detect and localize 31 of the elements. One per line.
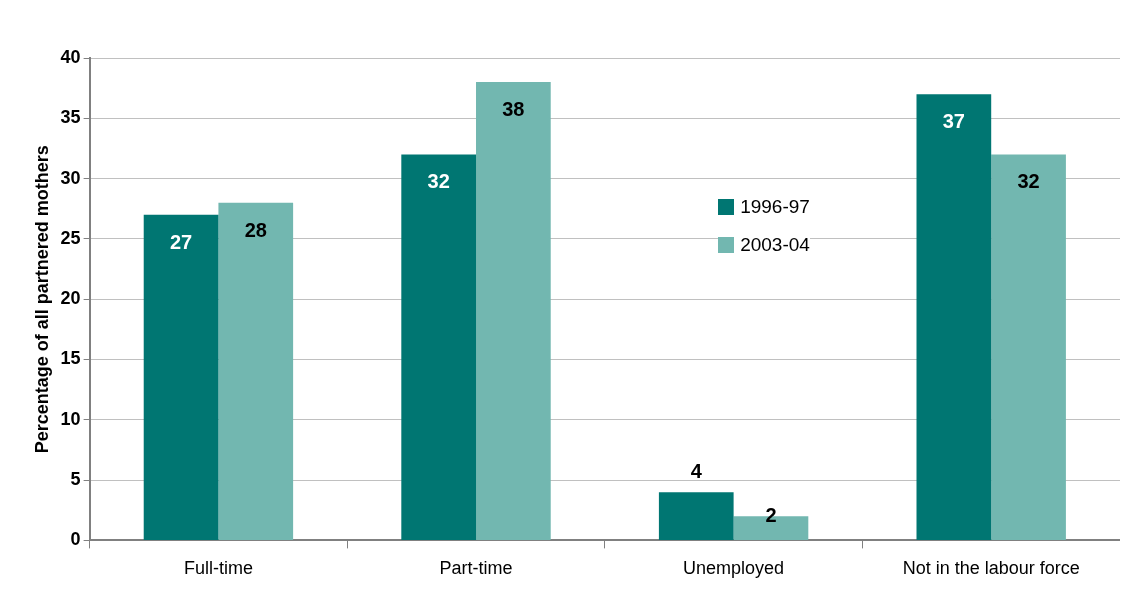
y-tick-label: 20 xyxy=(60,288,81,309)
x-tick-label: Full-time xyxy=(183,558,253,579)
data-label: 32 xyxy=(427,170,450,193)
y-tick-label: 0 xyxy=(70,529,81,550)
data-label: 4 xyxy=(690,460,703,483)
y-tick-label: 30 xyxy=(60,167,81,188)
y-axis-title: Percentage of all partnered mothers xyxy=(31,145,52,454)
x-tick-label: Unemployed xyxy=(683,558,785,579)
bar xyxy=(143,214,219,540)
y-tick-label: 25 xyxy=(60,227,81,248)
bar xyxy=(218,202,294,540)
x-tick-label: Part-time xyxy=(439,558,513,579)
legend-label: 2003-04 xyxy=(740,234,810,257)
legend-label: 1996-97 xyxy=(740,196,810,219)
data-label: 37 xyxy=(942,110,965,133)
y-tick-label: 10 xyxy=(60,408,81,429)
data-label: 32 xyxy=(1017,170,1040,193)
bar xyxy=(401,154,477,540)
bar xyxy=(916,94,992,540)
data-label: 28 xyxy=(244,218,267,241)
bar xyxy=(476,82,551,540)
bar xyxy=(658,492,734,540)
y-tick-label: 5 xyxy=(70,469,81,490)
y-tick-label: 40 xyxy=(60,46,81,67)
y-tick-label: 15 xyxy=(60,348,81,369)
data-label: 2 xyxy=(765,504,777,527)
data-label: 38 xyxy=(502,98,525,121)
x-tick-label: Not in the labour force xyxy=(902,558,1080,579)
data-label: 27 xyxy=(169,230,193,253)
bar xyxy=(991,154,1066,540)
y-tick-label: 35 xyxy=(60,107,81,128)
